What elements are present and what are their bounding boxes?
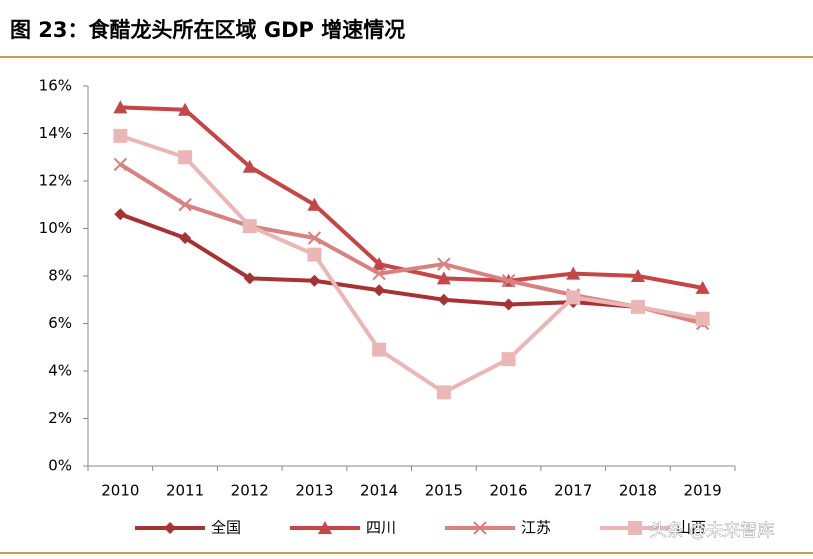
y-tick-label: 10% bbox=[39, 219, 72, 237]
x-tick-label: 2014 bbox=[360, 482, 398, 500]
point bbox=[307, 231, 322, 245]
point bbox=[307, 247, 322, 262]
point bbox=[501, 274, 516, 288]
y-tick-label: 2% bbox=[48, 409, 72, 427]
point bbox=[437, 293, 450, 306]
point bbox=[113, 157, 128, 172]
y-tick-label: 14% bbox=[39, 124, 72, 142]
series-line bbox=[119, 162, 704, 326]
point bbox=[436, 385, 451, 400]
point bbox=[566, 266, 581, 280]
chart-title: 图 23：食醋龙头所在区域 GDP 增速情况 bbox=[10, 18, 405, 42]
point bbox=[114, 208, 127, 221]
point bbox=[307, 197, 322, 211]
x-tick-label: 2016 bbox=[489, 482, 527, 500]
point bbox=[318, 521, 332, 534]
point bbox=[243, 272, 256, 285]
y-tick-label: 6% bbox=[48, 314, 72, 332]
legend-label: 江苏 bbox=[521, 519, 551, 537]
x-tick-label: 2015 bbox=[425, 482, 463, 500]
point bbox=[695, 280, 710, 294]
point bbox=[695, 311, 710, 326]
series-line bbox=[120, 105, 704, 290]
point bbox=[178, 198, 192, 212]
x-tick-label: 2011 bbox=[166, 482, 204, 500]
x-tick-label: 2013 bbox=[295, 482, 333, 500]
legend-label: 山西 bbox=[676, 519, 706, 537]
point bbox=[630, 269, 645, 282]
point bbox=[113, 100, 128, 114]
x-tick-label: 2018 bbox=[619, 482, 657, 500]
point bbox=[113, 128, 128, 143]
series-line bbox=[119, 212, 704, 324]
point bbox=[372, 257, 387, 271]
x-tick-label: 2017 bbox=[554, 482, 592, 500]
point bbox=[436, 271, 451, 285]
legend-label: 四川 bbox=[366, 519, 396, 537]
legend-label: 全国 bbox=[211, 519, 241, 537]
y-tick-label: 16% bbox=[39, 77, 72, 95]
y-tick-label: 4% bbox=[48, 362, 72, 380]
point bbox=[628, 521, 642, 535]
point bbox=[242, 219, 257, 234]
x-tick-label: 2019 bbox=[684, 482, 722, 500]
point bbox=[178, 102, 193, 116]
point bbox=[308, 274, 321, 287]
point bbox=[437, 257, 451, 271]
point bbox=[473, 521, 487, 535]
point bbox=[630, 299, 645, 314]
series-line bbox=[119, 133, 704, 395]
point bbox=[179, 232, 192, 244]
point bbox=[373, 284, 386, 297]
point bbox=[501, 352, 516, 367]
point bbox=[566, 290, 581, 305]
point bbox=[372, 266, 386, 281]
y-tick-label: 12% bbox=[39, 172, 72, 190]
watermark: 头条 @未来智库 bbox=[650, 521, 774, 541]
y-tick-label: 8% bbox=[48, 267, 72, 285]
x-tick-label: 2012 bbox=[231, 482, 269, 500]
point bbox=[242, 159, 257, 173]
point bbox=[372, 342, 387, 357]
y-tick-label: 0% bbox=[48, 457, 72, 475]
point bbox=[502, 298, 515, 311]
point bbox=[178, 150, 193, 165]
x-tick-label: 2010 bbox=[101, 482, 139, 500]
point bbox=[164, 522, 176, 534]
